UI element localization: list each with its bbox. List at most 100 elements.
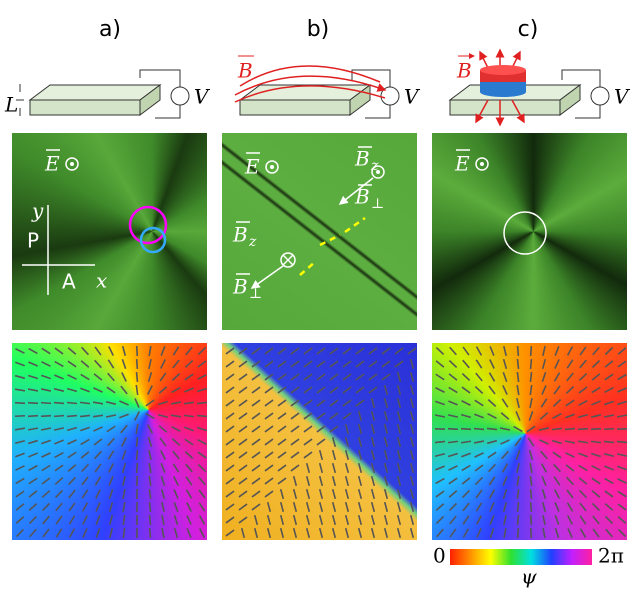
director-arrow (81, 489, 89, 499)
director-arrow (81, 476, 89, 486)
director-arrow (197, 346, 207, 356)
director-arrow (591, 502, 601, 512)
voltage-label: V (404, 85, 421, 109)
director-arrow (172, 463, 180, 473)
director-arrow (148, 514, 152, 526)
director-arrow (591, 477, 601, 485)
director-arrow (277, 399, 287, 407)
director-arrow (15, 516, 25, 524)
director-arrow (67, 347, 77, 355)
director-arrow (264, 451, 274, 459)
director-arrow (290, 373, 300, 381)
director-arrow (590, 414, 602, 418)
director-arrow (368, 373, 378, 381)
director-arrow (553, 463, 561, 473)
director-arrow (316, 425, 326, 433)
director-arrow (95, 515, 101, 525)
field-label: E (44, 152, 60, 176)
director-arrow (303, 412, 313, 420)
director-arrow (460, 427, 472, 431)
director-arrow (368, 347, 378, 355)
director-arrow (434, 452, 446, 458)
director-arrow (41, 502, 51, 512)
director-arrow (145, 399, 155, 407)
director-arrow (529, 527, 533, 539)
director-arrow (357, 514, 363, 526)
director-arrow (475, 515, 483, 525)
director-arrow (344, 462, 350, 474)
director-arrow (516, 384, 520, 396)
director-arrow (15, 490, 25, 498)
director-arrow (184, 387, 194, 393)
director-arrow (14, 374, 26, 380)
director-arrow (617, 490, 627, 498)
director-arrow (238, 412, 248, 420)
director-arrow (436, 528, 444, 538)
director-arrow (238, 347, 248, 355)
director-arrow (251, 412, 261, 420)
director-arrow (173, 527, 179, 539)
director-arrow (474, 464, 484, 472)
director-arrow (184, 359, 194, 369)
director-arrow (68, 515, 76, 525)
director-arrow (342, 386, 352, 394)
director-arrow (28, 464, 38, 472)
director-arrow (277, 425, 287, 433)
director-arrow (148, 449, 152, 461)
director-arrow (148, 462, 152, 474)
director-arrow (238, 360, 248, 368)
director-arrow (54, 489, 64, 499)
director-arrow (542, 527, 546, 539)
director-arrow (183, 414, 195, 418)
director-arrow (331, 488, 337, 500)
director-arrow (53, 414, 65, 418)
director-arrow (529, 488, 533, 500)
director-arrow (277, 477, 287, 485)
director-arrow (292, 488, 298, 500)
director-arrow (329, 412, 339, 420)
director-arrow (501, 450, 509, 460)
director-arrow (565, 413, 575, 419)
director-arrow (489, 515, 495, 525)
director-arrow (95, 489, 101, 499)
director-arrow (15, 528, 25, 538)
director-arrow (135, 345, 139, 357)
director-arrow (331, 462, 337, 474)
director-arrow (604, 346, 614, 356)
director-arrow (292, 475, 298, 487)
director-arrow (396, 423, 402, 435)
director-arrow (264, 464, 274, 472)
director-arrow (539, 412, 549, 420)
director-arrow (355, 360, 365, 368)
director-arrow (592, 346, 600, 356)
director-arrow (145, 412, 155, 420)
bz-label: B (232, 223, 248, 247)
director-arrow (515, 411, 521, 421)
director-arrow (447, 414, 459, 418)
director-arrow (448, 465, 458, 471)
director-arrow (553, 372, 561, 382)
director-arrow (122, 475, 126, 487)
director-arrow (94, 476, 102, 486)
bz-label: B (354, 147, 370, 171)
director-arrow (500, 412, 510, 420)
director-arrow (251, 438, 261, 446)
director-arrow (225, 516, 235, 524)
director-arrow (186, 515, 192, 525)
director-arrow (107, 437, 115, 447)
director-arrow (344, 514, 350, 526)
director-arrow (342, 347, 352, 355)
director-arrow (160, 488, 166, 500)
director-arrow (500, 439, 510, 445)
magnet-label: B (456, 59, 472, 83)
director-arrow (135, 371, 139, 383)
director-arrow (108, 489, 114, 499)
director-arrow (475, 372, 483, 382)
director-arrow (370, 462, 376, 474)
director-arrow (28, 452, 38, 458)
director-arrow (159, 372, 167, 382)
director-arrow (279, 527, 285, 539)
director-arrow (122, 527, 126, 539)
director-arrow (486, 427, 498, 431)
director-arrow (541, 372, 547, 382)
